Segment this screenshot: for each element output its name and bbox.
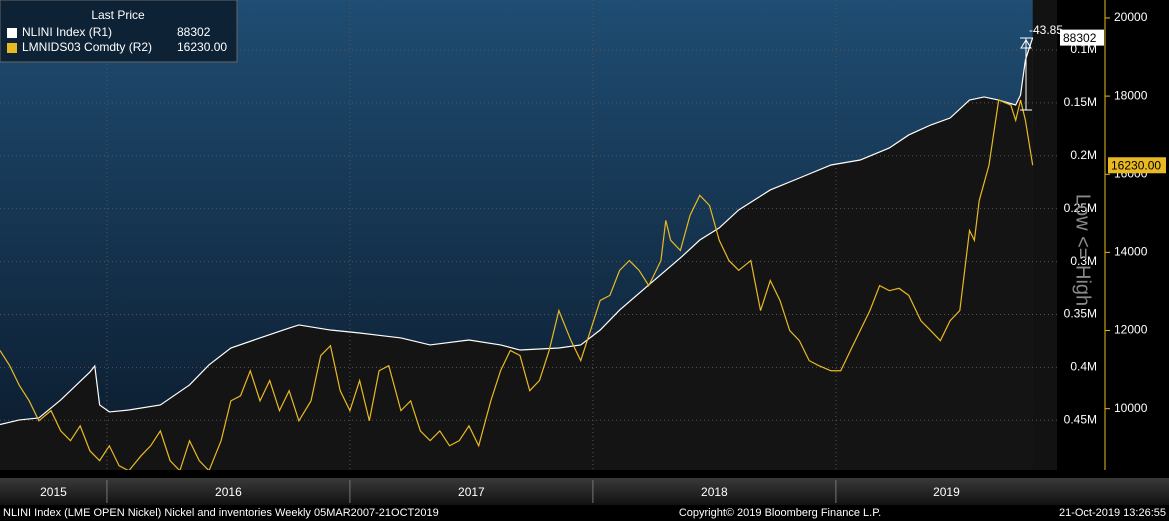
legend-swatch xyxy=(7,28,17,38)
series-line xyxy=(0,37,1034,426)
footer-right: 21-Oct-2019 13:26:55 xyxy=(1059,507,1166,519)
plot-area xyxy=(0,0,1057,470)
legend-value: 88302 xyxy=(177,25,211,39)
y-tick-label: 0.45M xyxy=(1064,412,1097,426)
last-value-tag xyxy=(1108,157,1166,174)
x-tick-label: 2019 xyxy=(933,485,960,499)
y2-tick-label: 10000 xyxy=(1114,401,1148,415)
last-value-label: 16230.00 xyxy=(1111,158,1161,172)
last-value-tag xyxy=(1060,29,1104,46)
y-tick-label: 0.35M xyxy=(1064,307,1097,321)
x-tick-label: 2018 xyxy=(701,485,728,499)
legend-title: Last Price xyxy=(91,8,145,22)
legend-box xyxy=(0,0,238,63)
y-tick-label: 0.2M xyxy=(1070,148,1097,162)
legend-label: LMNIDS03 Comdty (R2) xyxy=(22,40,152,54)
y2-tick-label: 14000 xyxy=(1114,245,1148,259)
y-tick-label: 0.4M xyxy=(1070,360,1097,374)
x-tick-label: 2016 xyxy=(215,485,242,499)
legend-swatch xyxy=(7,43,17,53)
legend-label: NLINI Index (R1) xyxy=(22,25,112,39)
footer-center: Copyright© 2019 Bloomberg Finance L.P. xyxy=(679,507,881,519)
y-tick-label: 0.25M xyxy=(1064,201,1097,215)
last-value-label: 88302 xyxy=(1063,31,1097,45)
legend-value: 16230.00 xyxy=(177,40,227,54)
x-tick-label: 2017 xyxy=(458,485,485,499)
y2-tick-label: 12000 xyxy=(1114,323,1148,337)
area-fill xyxy=(0,37,1033,470)
y2-tick-label: 18000 xyxy=(1114,88,1148,102)
x-tick-label: 2015 xyxy=(40,485,67,499)
annotation: -43.85 xyxy=(1029,23,1063,37)
y-tick-label: 0.3M xyxy=(1070,254,1097,268)
series-line xyxy=(0,99,1034,470)
y-tick-label: 0.1M xyxy=(1070,42,1097,56)
side-label: Low <= High xyxy=(1072,194,1094,306)
high-low-marker xyxy=(1020,37,1032,111)
y2-tick-label: 20000 xyxy=(1114,10,1148,24)
footer-left: NLINI Index (LME OPEN Nickel) Nickel and… xyxy=(3,507,439,519)
y-tick-label: 0.15M xyxy=(1064,95,1097,109)
x-axis-band xyxy=(0,478,1169,505)
